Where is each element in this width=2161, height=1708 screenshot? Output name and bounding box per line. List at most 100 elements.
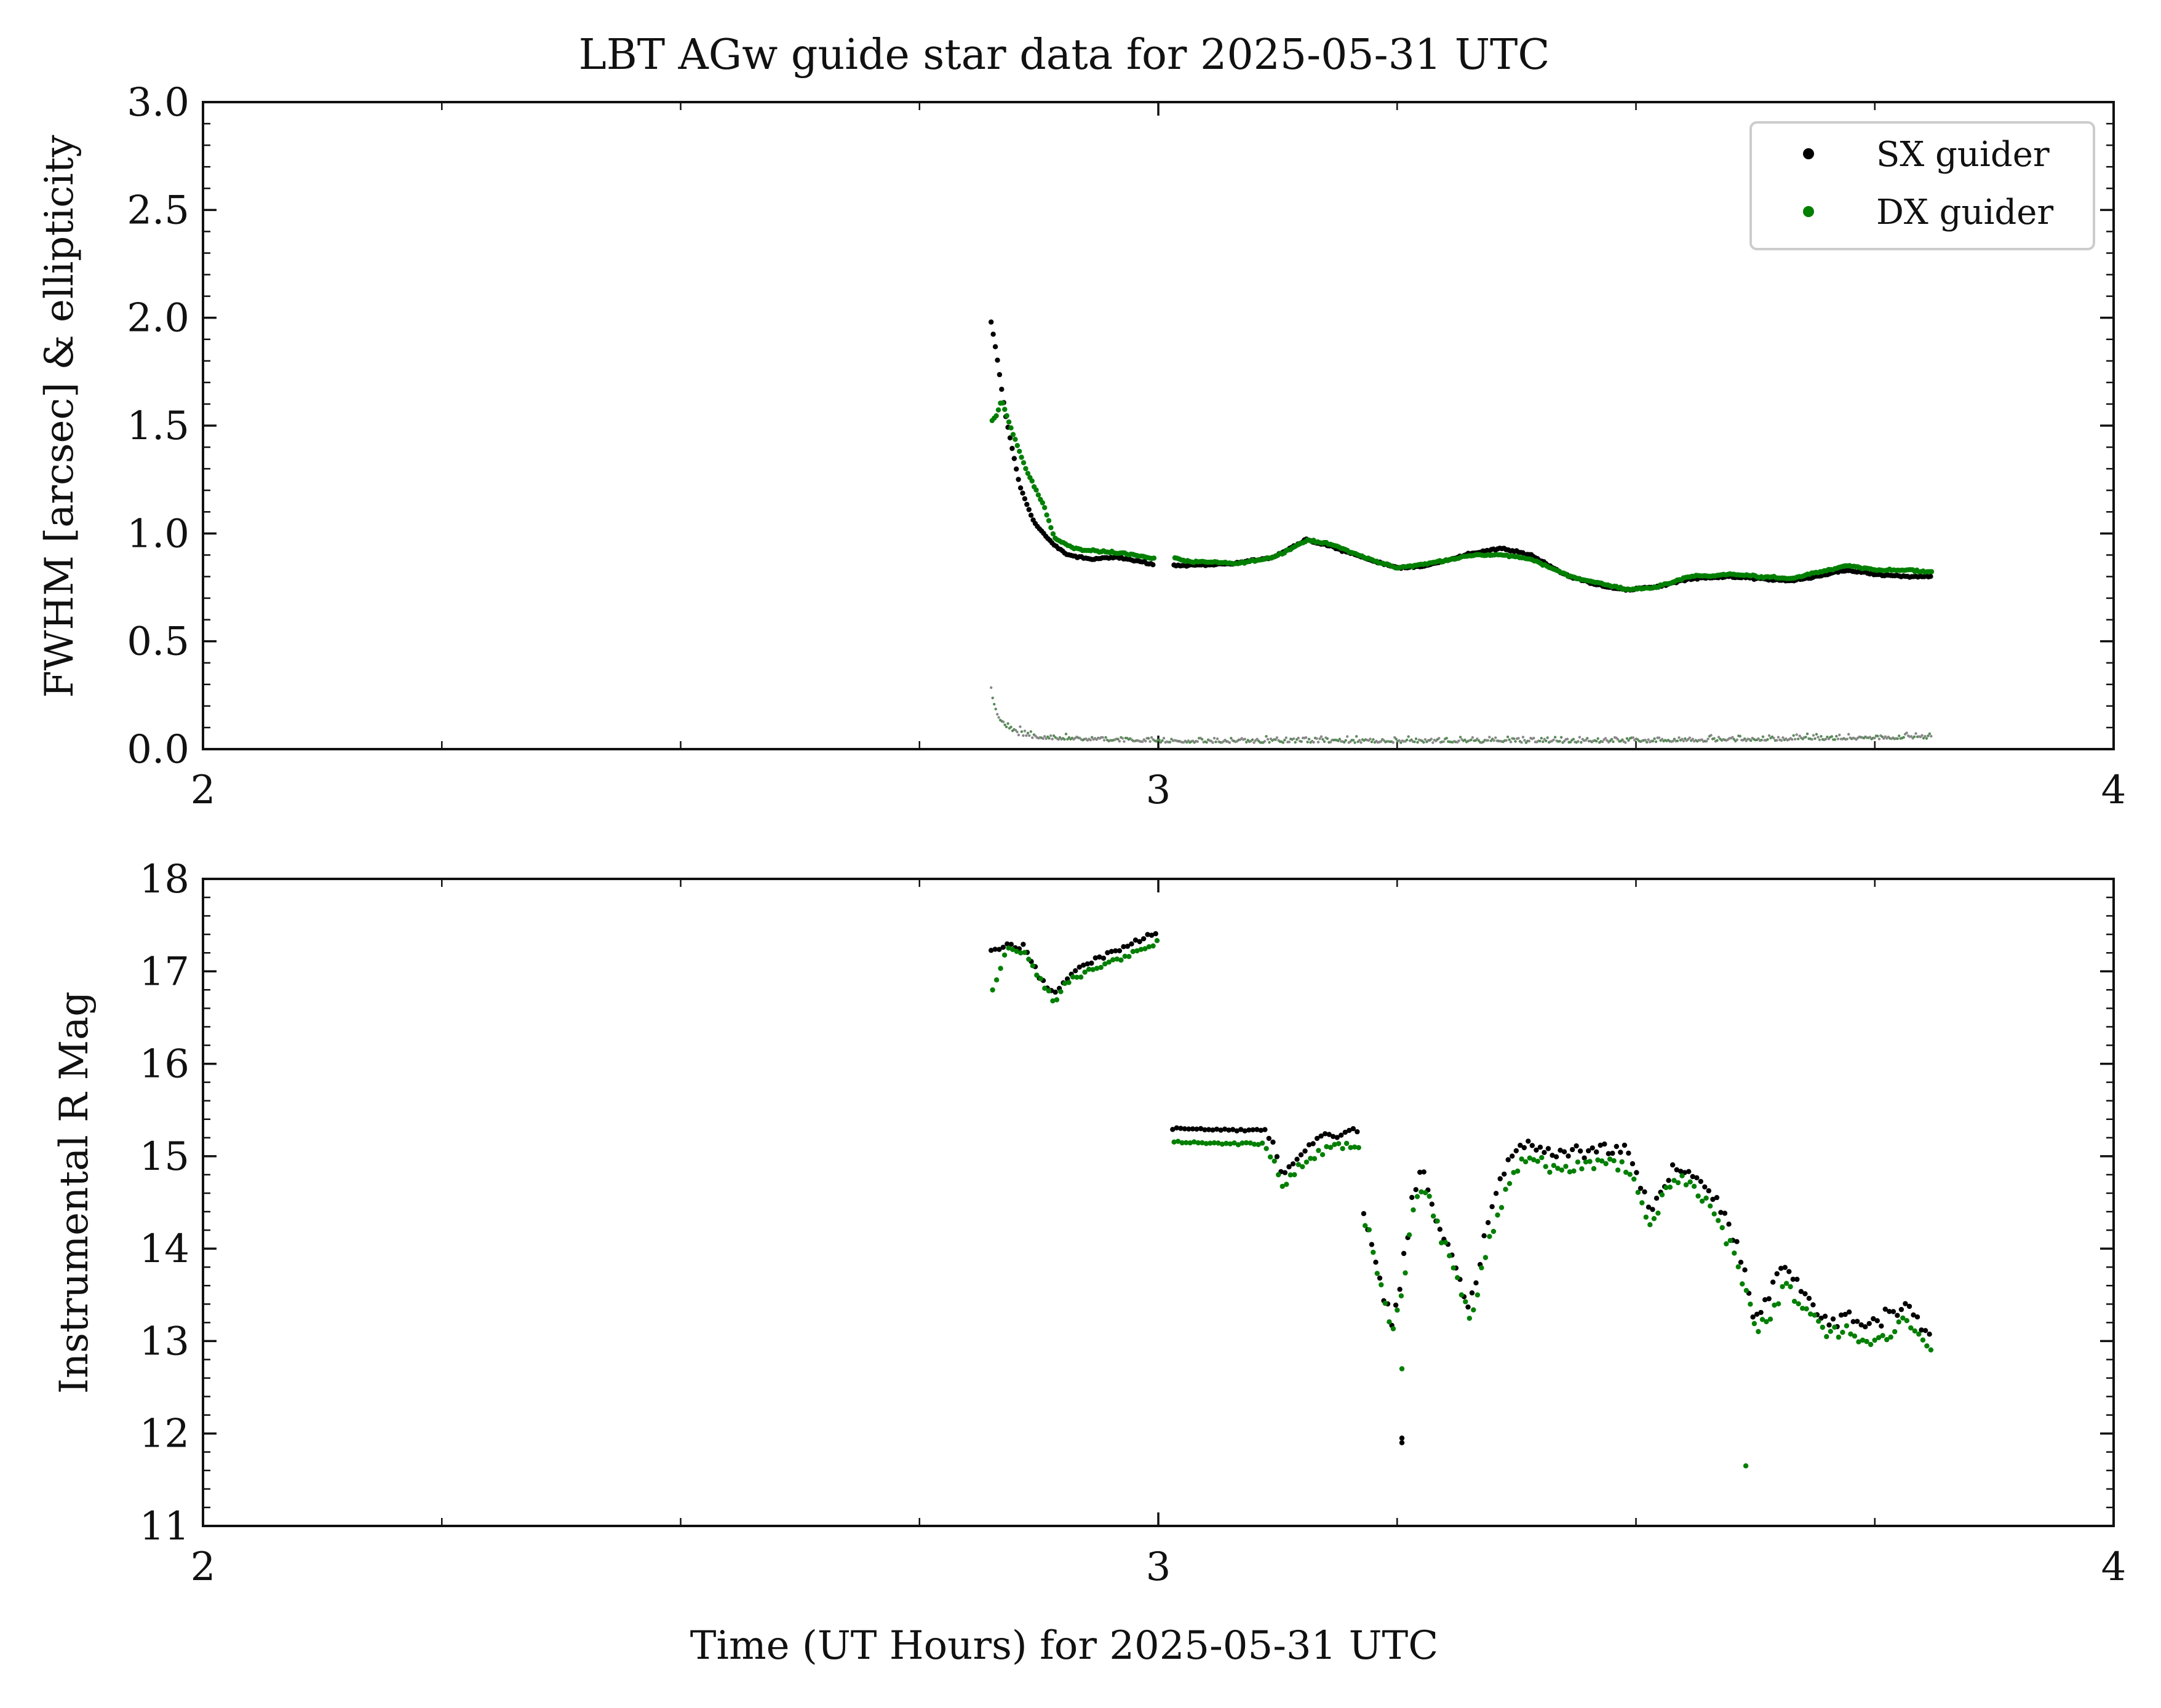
dx-mag-point (1279, 1183, 1285, 1190)
dx-mag-point (1575, 1159, 1581, 1165)
dx-mag-point (1398, 1293, 1404, 1299)
y-tick-label: 3.0 (127, 80, 189, 125)
ellipticity-point (1265, 735, 1268, 738)
sx-mag-point (1614, 1143, 1619, 1150)
dx-mag-point (1106, 959, 1112, 965)
sx-mag-point (1258, 1127, 1264, 1134)
y-tick-label: 15 (140, 1134, 189, 1180)
dx-mag-point (1471, 1307, 1476, 1313)
ellipticity-point (1266, 737, 1270, 741)
dx-mag-point (1775, 1301, 1781, 1306)
ellipticity-point (1148, 740, 1152, 743)
dx-mag-point (1868, 1341, 1874, 1348)
sx-mag-point (1361, 1211, 1367, 1217)
ellipticity-point (1486, 739, 1489, 742)
ellipticity-point (1252, 741, 1256, 744)
dx-mag-point (1179, 1140, 1185, 1146)
ellipticity-point (1051, 737, 1054, 741)
sx-mag-point (1174, 1125, 1180, 1131)
sx-mag-point (1198, 1126, 1204, 1132)
ellipticity-point (1745, 739, 1748, 742)
dx-mag-point (1463, 1299, 1468, 1305)
sx-mag-point (1298, 1152, 1304, 1158)
ellipticity-point (1020, 730, 1024, 733)
ellipticity-point (1749, 739, 1753, 742)
sx-mag-point (1758, 1309, 1764, 1316)
dx-mag-point (1780, 1284, 1785, 1290)
dx-mag-point (1691, 1183, 1697, 1190)
dx-mag-point (1268, 1154, 1273, 1160)
sx-mag-point (1718, 1210, 1724, 1215)
sx-mag-point (1742, 1267, 1748, 1273)
dx-mag-point (1219, 1142, 1225, 1147)
dx-mag-point (1038, 976, 1044, 982)
ellipticity-point (1532, 736, 1535, 740)
dx-fwhm-point (1004, 413, 1009, 419)
ellipticity-point (1838, 733, 1841, 737)
ellipticity-point (1304, 736, 1308, 739)
dx-mag-point (1414, 1194, 1420, 1199)
ellipticity-point (1216, 737, 1219, 741)
ellipticity-point (1318, 737, 1321, 741)
sx-mag-point (1569, 1146, 1575, 1153)
sx-mag-point (1842, 1311, 1848, 1317)
dx-mag-point (1812, 1313, 1817, 1318)
sx-mag-point (1302, 1148, 1308, 1154)
sx-mag-point (1218, 1127, 1224, 1133)
sx-mag-point (1100, 955, 1107, 961)
dx-fwhm-point (1023, 466, 1029, 472)
ellipticity-point (1205, 741, 1208, 744)
sx-mag-point (1590, 1145, 1595, 1151)
sx-mag-point (1846, 1309, 1852, 1315)
dx-mag-point (1615, 1167, 1621, 1173)
sx-mag-point (1553, 1154, 1559, 1160)
sx-mag-point (1148, 932, 1155, 938)
ellipticity-point (1738, 734, 1741, 738)
ellipticity-point (1760, 739, 1763, 742)
ellipticity-point (1026, 731, 1030, 735)
dx-mag-point (1240, 1140, 1245, 1146)
ellipticity-point (1009, 725, 1013, 729)
dx-mag-point (1551, 1162, 1556, 1169)
dx-mag-point (1287, 1172, 1293, 1178)
dx-mag-point (993, 977, 1000, 983)
dx-mag-point (1224, 1140, 1229, 1146)
ellipticity-point (1031, 736, 1034, 739)
sx-mag-outlier (1399, 1436, 1405, 1441)
series-dx-fwhm (989, 400, 1935, 592)
sx-mag-point (1610, 1150, 1615, 1156)
ellipticity-point (1431, 741, 1435, 744)
y-tick-label: 13 (140, 1319, 189, 1364)
sx-mag-point (1097, 954, 1102, 960)
ellipticity-point (1876, 734, 1879, 738)
dx-mag-point (1514, 1168, 1521, 1174)
dx-mag-point (1154, 938, 1160, 943)
dx-mag-point (1447, 1253, 1452, 1258)
dx-mag-point (1900, 1315, 1906, 1321)
ellipticity-point (1048, 737, 1051, 740)
sx-mag-point (1270, 1139, 1276, 1145)
ellipticity-point (1631, 736, 1634, 739)
dx-mag-point (1474, 1292, 1481, 1298)
dx-mag-point (1743, 1288, 1749, 1293)
ellipticity-point (1413, 740, 1416, 744)
dx-mag-point (1070, 974, 1076, 980)
sx-mag-point (1294, 1156, 1300, 1162)
ellipticity-point (1063, 737, 1066, 741)
dx-mag-point (1455, 1275, 1460, 1281)
ellipticity-point (1346, 735, 1349, 738)
ellipticity-point (1019, 725, 1022, 728)
ellipticity-point (1300, 740, 1303, 743)
ellipticity-point (1826, 736, 1829, 739)
ellipticity-point (1379, 740, 1382, 743)
ellipticity-point (1398, 739, 1401, 742)
ellipticity-point (1673, 737, 1676, 741)
dx-mag-point (1635, 1190, 1641, 1195)
sx-mag-point (1178, 1126, 1184, 1131)
ellipticity-point (994, 707, 997, 711)
ellipticity-point (1482, 740, 1485, 744)
plot-frame-top (202, 101, 2115, 750)
sx-mag-point (1073, 968, 1078, 974)
ellipticity-point (1562, 739, 1566, 743)
ellipticity-point (1882, 737, 1885, 740)
